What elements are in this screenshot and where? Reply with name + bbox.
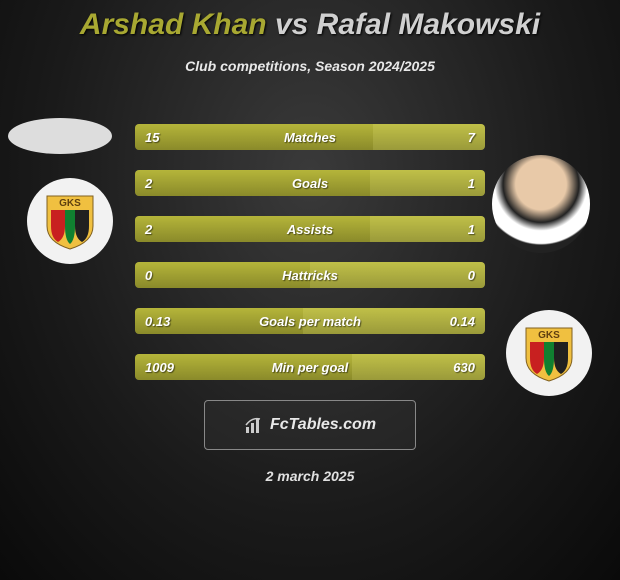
brand-text: FcTables.com: [270, 416, 376, 434]
stat-value-right: 1: [468, 216, 475, 242]
stat-label: Min per goal: [135, 354, 485, 380]
stat-label: Goals: [135, 170, 485, 196]
comparison-title: Arshad Khan vs Rafal Makowski: [0, 0, 620, 42]
svg-text:GKS: GKS: [538, 330, 560, 341]
player-right-club-badge: GKS: [506, 310, 592, 396]
player-left-avatar: [8, 118, 112, 154]
stat-label: Matches: [135, 124, 485, 150]
stat-row: 2 Goals 1: [135, 170, 485, 196]
brand-logo-icon: [244, 415, 264, 435]
stat-label: Assists: [135, 216, 485, 242]
stat-value-right: 0: [468, 262, 475, 288]
stat-row: 2 Assists 1: [135, 216, 485, 242]
stat-label: Goals per match: [135, 308, 485, 334]
stat-value-right: 0.14: [450, 308, 475, 334]
player-right-avatar: [492, 155, 590, 253]
subtitle: Club competitions, Season 2024/2025: [0, 58, 620, 74]
stat-label: Hattricks: [135, 262, 485, 288]
stat-row: 1009 Min per goal 630: [135, 354, 485, 380]
svg-text:GKS: GKS: [59, 198, 81, 209]
stat-value-right: 1: [468, 170, 475, 196]
player-left-club-badge: GKS: [27, 178, 113, 264]
club-shield-icon: GKS: [45, 192, 95, 250]
stat-row: 15 Matches 7: [135, 124, 485, 150]
stats-container: 15 Matches 7 2 Goals 1 2 Assists 1 0 Hat…: [135, 124, 485, 380]
vs-separator: vs: [275, 8, 308, 41]
stat-value-right: 7: [468, 124, 475, 150]
club-shield-icon: GKS: [524, 324, 574, 382]
stat-value-right: 630: [453, 354, 475, 380]
player-left-name: Arshad Khan: [80, 8, 267, 41]
stat-row: 0 Hattricks 0: [135, 262, 485, 288]
brand-badge: FcTables.com: [204, 400, 416, 450]
player-right-name: Rafal Makowski: [317, 8, 540, 41]
comparison-date: 2 march 2025: [0, 468, 620, 484]
stat-row: 0.13 Goals per match 0.14: [135, 308, 485, 334]
